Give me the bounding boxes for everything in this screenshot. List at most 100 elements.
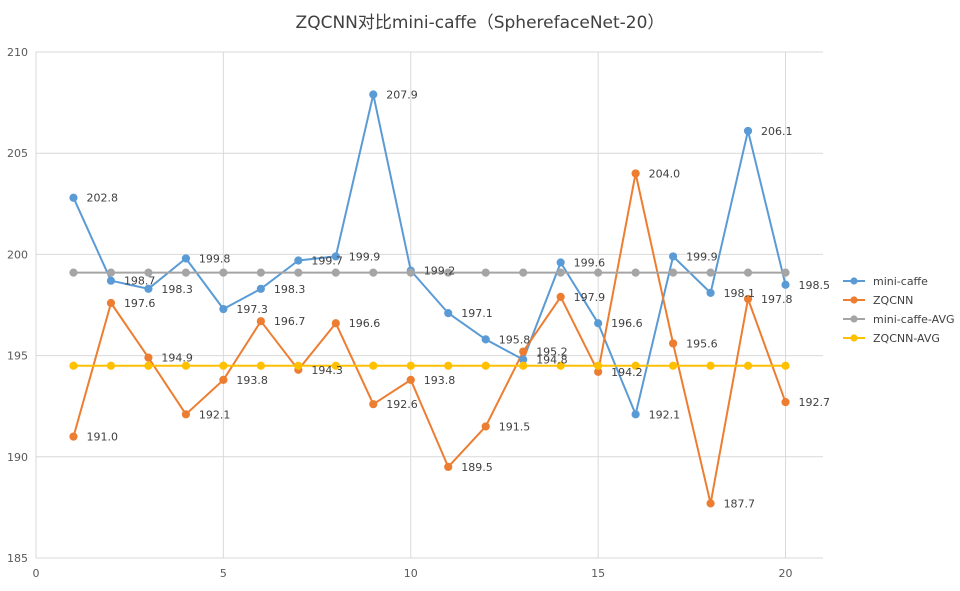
data-point	[706, 361, 715, 370]
data-point	[69, 361, 78, 370]
data-label: 191.5	[499, 420, 531, 433]
legend-label: mini-caffe	[873, 275, 928, 288]
data-label: 194.3	[311, 364, 343, 377]
y-tick-label: 185	[7, 552, 28, 565]
data-point	[556, 292, 565, 302]
data-point	[556, 361, 565, 370]
series-markers-mini-caffe-AVG	[69, 268, 790, 277]
legend-item: mini-caffe-AVG	[843, 313, 955, 326]
data-label: 192.6	[386, 398, 418, 411]
data-point	[69, 268, 78, 277]
data-point	[369, 268, 378, 277]
data-label: 192.7	[799, 396, 831, 409]
x-tick-label: 10	[404, 567, 418, 580]
data-point	[219, 304, 228, 314]
data-point	[144, 353, 153, 362]
legend-marker	[850, 334, 858, 342]
data-point	[631, 361, 640, 370]
data-point	[481, 335, 490, 344]
data-label: 197.6	[124, 297, 156, 310]
data-point	[406, 375, 415, 384]
data-point	[781, 398, 790, 407]
data-label: 198.7	[124, 275, 156, 288]
y-tick-label: 190	[7, 451, 28, 464]
data-label: 195.6	[686, 337, 718, 350]
legend-label: ZQCNN-AVG	[873, 332, 940, 345]
data-label: 204.0	[649, 167, 681, 180]
data-label: 198.3	[161, 283, 193, 296]
data-label: 197.1	[461, 307, 493, 320]
data-label: 194.8	[536, 354, 568, 367]
data-point	[519, 347, 528, 356]
data-point	[631, 410, 640, 419]
data-point	[69, 193, 78, 202]
data-label: 192.1	[649, 408, 681, 421]
data-label: 197.3	[236, 303, 268, 316]
data-point	[331, 268, 340, 277]
data-label: 193.8	[424, 374, 456, 387]
data-point	[106, 298, 116, 308]
data-label: 197.8	[761, 293, 793, 306]
legend-marker	[850, 315, 858, 323]
data-point	[331, 252, 340, 261]
data-point	[781, 280, 790, 289]
data-point	[706, 268, 715, 277]
data-label: 199.9	[349, 250, 381, 263]
data-point	[219, 375, 228, 384]
data-point	[444, 361, 453, 370]
data-point	[256, 317, 265, 326]
series-mini-caffe	[72, 93, 787, 416]
series-markers-mini-caffe	[69, 90, 790, 419]
data-point	[406, 268, 415, 277]
data-point	[481, 268, 490, 277]
data-point	[331, 361, 340, 370]
data-label: 199.6	[574, 256, 606, 269]
data-point	[106, 276, 116, 285]
legend-item: ZQCNN-AVG	[843, 332, 940, 345]
grid-layer	[35, 51, 823, 559]
data-label: 193.8	[236, 374, 268, 387]
data-point	[594, 319, 603, 328]
data-point	[668, 252, 678, 261]
x-tick-label: 15	[591, 567, 605, 580]
data-label: 196.6	[611, 317, 643, 330]
x-tick-label: 0	[33, 567, 40, 580]
data-point	[106, 361, 116, 370]
legend: mini-caffe ZQCNN mini-caffe-AVG ZQCNN-AVG	[843, 275, 955, 345]
data-point	[556, 268, 565, 277]
data-label: 199.7	[311, 254, 343, 267]
y-tick-label: 195	[7, 350, 28, 363]
data-point	[668, 361, 678, 370]
data-point	[256, 361, 265, 370]
data-point	[219, 268, 228, 277]
data-point	[69, 432, 78, 441]
x-tick-label: 5	[220, 567, 227, 580]
data-point	[668, 268, 678, 277]
data-point	[406, 361, 415, 370]
data-label: 187.7	[724, 497, 756, 510]
data-label: 199.2	[424, 265, 456, 278]
data-point	[144, 268, 153, 277]
data-label: 199.9	[686, 250, 718, 263]
data-label: 195.2	[536, 346, 568, 359]
data-point	[444, 268, 453, 277]
data-label: 199.8	[199, 252, 231, 265]
data-label: 192.1	[199, 408, 231, 421]
data-point	[706, 288, 715, 297]
data-label-layer: 202.8 198.7 198.3 199.8 197.3 198.3 199.7 199.9…	[86, 89, 830, 511]
data-point	[556, 258, 565, 267]
data-point	[219, 361, 228, 370]
data-point	[369, 90, 378, 99]
data-point	[144, 284, 153, 293]
legend-item: ZQCNN	[843, 294, 913, 307]
data-point	[369, 361, 378, 370]
data-label: 202.8	[86, 192, 118, 205]
y-tick-label: 205	[7, 147, 28, 160]
data-point	[294, 361, 303, 370]
data-point	[181, 410, 191, 419]
data-point	[743, 294, 753, 304]
data-point	[444, 462, 453, 472]
data-point	[481, 422, 490, 431]
chart-title: ZQCNN对比mini-caffe（SpherefaceNet-20）	[296, 13, 665, 33]
